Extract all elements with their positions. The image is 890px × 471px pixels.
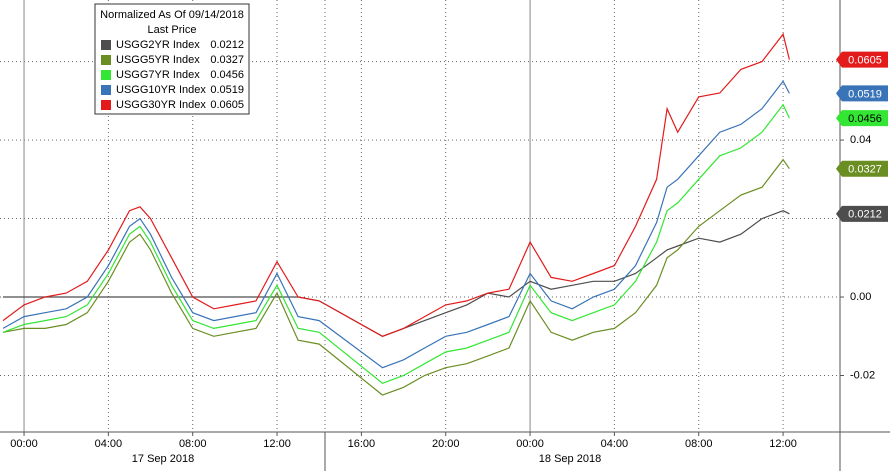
value-flag: [836, 51, 888, 68]
legend-swatch: [101, 70, 111, 80]
legend-subtitle: Last Price: [148, 24, 197, 36]
y-tick-label: 0.00: [850, 291, 871, 303]
date-label: 18 Sep 2018: [539, 453, 601, 465]
x-tick-label: 00:00: [10, 438, 38, 450]
legend-value: 0.0456: [210, 69, 244, 81]
x-tick-label: 08:00: [685, 438, 713, 450]
legend-swatch: [101, 85, 111, 95]
legend-value: 0.0212: [210, 39, 244, 51]
series-line: [2, 158, 790, 396]
value-flag-label: 0.0456: [848, 113, 882, 125]
y-tick-label: 0.04: [850, 134, 871, 146]
legend-label: USGG5YR Index: [116, 54, 200, 66]
series-line: [2, 103, 790, 384]
value-flag: [836, 85, 888, 102]
legend-label: USGG30YR Index: [116, 99, 206, 111]
legend-value: 0.0519: [210, 84, 244, 96]
x-tick-label: 12:00: [769, 438, 797, 450]
date-label: 17 Sep 2018: [132, 453, 194, 465]
legend: Normalized As Of 09/14/2018 Last Price U…: [94, 3, 250, 115]
legend-swatch: [101, 100, 111, 110]
x-tick-label: 20:00: [432, 438, 460, 450]
legend-value: 0.0605: [210, 99, 244, 111]
x-tick-label: 12:00: [263, 438, 291, 450]
legend-box: [94, 3, 250, 115]
x-tick-label: 16:00: [348, 438, 376, 450]
legend-label: USGG10YR Index: [116, 84, 206, 96]
x-tick-label: 04:00: [95, 438, 123, 450]
legend-swatch: [101, 40, 111, 50]
y-tick-label: -0.02: [850, 369, 875, 381]
x-tick-label: 04:00: [601, 438, 629, 450]
series-line: [3, 210, 790, 337]
x-tick-label: 00:00: [516, 438, 544, 450]
legend-value: 0.0327: [210, 54, 244, 66]
legend-label: USGG2YR Index: [116, 39, 200, 51]
value-flag-label: 0.0519: [848, 88, 882, 100]
series-line: [2, 80, 790, 369]
legend-title: Normalized As Of 09/14/2018: [100, 9, 244, 21]
value-flag-label: 0.0327: [848, 164, 882, 176]
x-tick-label: 08:00: [179, 438, 207, 450]
value-flag: [836, 205, 888, 222]
value-flag: [836, 160, 888, 177]
legend-swatch: [101, 55, 111, 65]
series-line: [2, 32, 790, 337]
value-flag-label: 0.0212: [848, 209, 882, 221]
legend-label: USGG7YR Index: [116, 69, 200, 81]
value-flag: [836, 110, 888, 127]
value-flag-label: 0.0605: [848, 55, 882, 67]
